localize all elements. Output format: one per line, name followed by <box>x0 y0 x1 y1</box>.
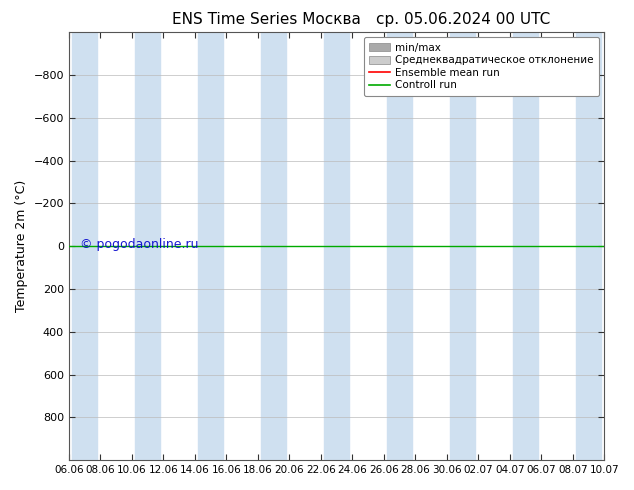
Bar <box>135 32 160 460</box>
Text: ср. 05.06.2024 00 UTC: ср. 05.06.2024 00 UTC <box>376 12 550 27</box>
Bar <box>576 32 601 460</box>
Bar <box>198 32 223 460</box>
Bar <box>72 32 97 460</box>
Bar <box>261 32 286 460</box>
Legend: min/max, Среднеквадратическое отклонение, Ensemble mean run, Controll run: min/max, Среднеквадратическое отклонение… <box>364 37 599 96</box>
Text: © pogodaonline.ru: © pogodaonline.ru <box>80 238 198 251</box>
Bar <box>513 32 538 460</box>
Bar <box>450 32 475 460</box>
Text: ENS Time Series Москва: ENS Time Series Москва <box>172 12 361 27</box>
Bar <box>324 32 349 460</box>
Y-axis label: Temperature 2m (°C): Temperature 2m (°C) <box>15 180 28 312</box>
Bar <box>387 32 412 460</box>
